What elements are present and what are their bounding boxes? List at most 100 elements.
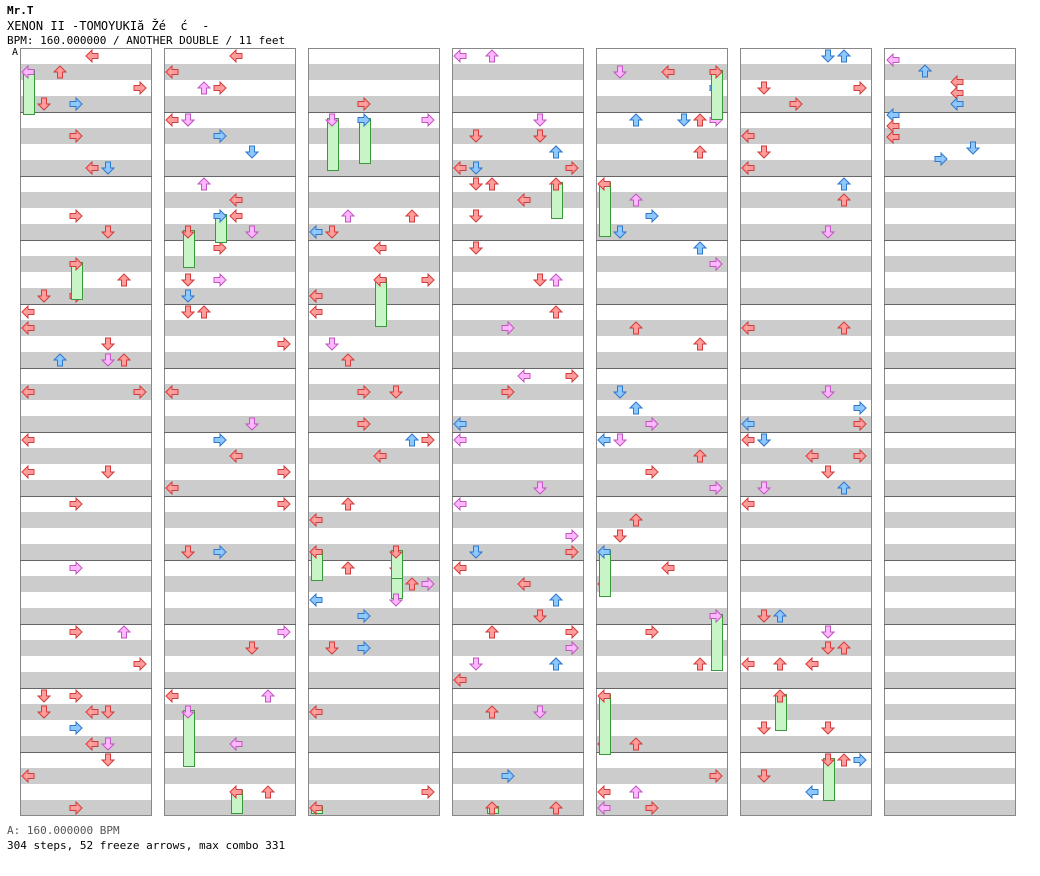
step-arrow <box>36 688 52 703</box>
freeze-arrow <box>599 694 611 755</box>
step-arrow <box>468 240 484 255</box>
measure-line <box>884 624 1016 625</box>
measure-line <box>164 624 296 625</box>
step-arrow <box>517 576 531 592</box>
step-arrow <box>836 752 852 767</box>
step-arrow <box>741 320 755 336</box>
step-arrow <box>468 656 484 671</box>
step-arrow <box>324 224 340 239</box>
step-arrow <box>69 128 83 144</box>
step-arrow <box>886 129 900 145</box>
step-arrow <box>421 576 435 592</box>
step-arrow <box>421 432 435 448</box>
measure-line <box>20 176 152 177</box>
step-arrow <box>133 656 147 672</box>
step-arrow <box>741 656 755 672</box>
step-arrow <box>548 656 564 671</box>
measure-line <box>740 688 872 689</box>
step-arrow <box>484 624 500 639</box>
measure-line <box>20 304 152 305</box>
step-arrow <box>165 688 179 704</box>
step-arrow <box>709 256 723 272</box>
step-arrow <box>21 320 35 336</box>
step-arrow <box>309 544 323 560</box>
step-arrow <box>565 528 579 544</box>
step-arrow <box>934 151 948 167</box>
step-arrow <box>853 448 867 464</box>
step-arrow <box>260 784 276 799</box>
step-arrow <box>597 432 611 448</box>
stats-footer: 304 steps, 52 freeze arrows, max combo 3… <box>7 839 286 852</box>
step-arrow <box>85 160 99 176</box>
step-arrow <box>853 416 867 432</box>
measure-line <box>452 432 584 433</box>
step-arrow <box>69 624 83 640</box>
step-arrow <box>532 704 548 719</box>
section-marker: A <box>12 47 19 58</box>
step-arrow <box>229 784 243 800</box>
measure-line <box>596 240 728 241</box>
step-arrow <box>196 304 212 319</box>
step-arrow <box>453 672 467 688</box>
step-arrow <box>52 64 68 79</box>
step-arrow <box>820 624 836 639</box>
measure-line <box>308 176 440 177</box>
step-arrow <box>709 64 723 80</box>
step-arrow <box>789 96 803 112</box>
step-arrow <box>756 80 772 95</box>
step-arrow <box>548 592 564 607</box>
measure-line <box>596 688 728 689</box>
step-arrow <box>836 192 852 207</box>
measure-line <box>884 368 1016 369</box>
step-arrow <box>805 448 819 464</box>
step-arrow <box>484 704 500 719</box>
step-arrow <box>532 480 548 495</box>
step-arrow <box>85 48 99 64</box>
measure-line <box>596 176 728 177</box>
measure-line <box>596 560 728 561</box>
step-arrow <box>820 224 836 239</box>
step-arrow <box>404 432 420 447</box>
step-arrow <box>468 160 484 175</box>
step-arrow <box>628 192 644 207</box>
measure-line <box>452 368 584 369</box>
measure-line <box>308 560 440 561</box>
step-arrow <box>453 160 467 176</box>
step-arrow <box>340 496 356 511</box>
step-arrow <box>597 784 611 800</box>
chart-column <box>596 48 728 816</box>
step-arrow <box>820 640 836 655</box>
step-arrow <box>453 432 467 448</box>
chart-column <box>452 48 584 816</box>
step-arrow <box>404 576 420 591</box>
step-arrow <box>628 112 644 127</box>
step-arrow <box>612 224 628 239</box>
measure-line <box>20 240 152 241</box>
measure-line <box>740 304 872 305</box>
measure-line <box>20 432 152 433</box>
step-arrow <box>612 384 628 399</box>
step-arrow <box>421 272 435 288</box>
step-arrow <box>517 192 531 208</box>
step-arrow <box>69 560 83 576</box>
measure-line <box>164 240 296 241</box>
step-arrow <box>820 384 836 399</box>
step-arrow <box>468 208 484 223</box>
step-arrow <box>836 320 852 335</box>
step-arrow <box>260 688 276 703</box>
step-arrow <box>180 704 196 719</box>
step-arrow <box>676 112 692 127</box>
step-arrow <box>165 64 179 80</box>
step-arrow <box>692 448 708 463</box>
step-arrow <box>52 352 68 367</box>
step-arrow <box>628 736 644 751</box>
measure-line <box>164 752 296 753</box>
measure-line <box>20 112 152 113</box>
measure-line <box>20 624 152 625</box>
step-arrow <box>244 224 260 239</box>
step-arrow <box>100 336 116 351</box>
step-arrow <box>565 160 579 176</box>
measure-line <box>164 304 296 305</box>
step-arrow <box>21 768 35 784</box>
